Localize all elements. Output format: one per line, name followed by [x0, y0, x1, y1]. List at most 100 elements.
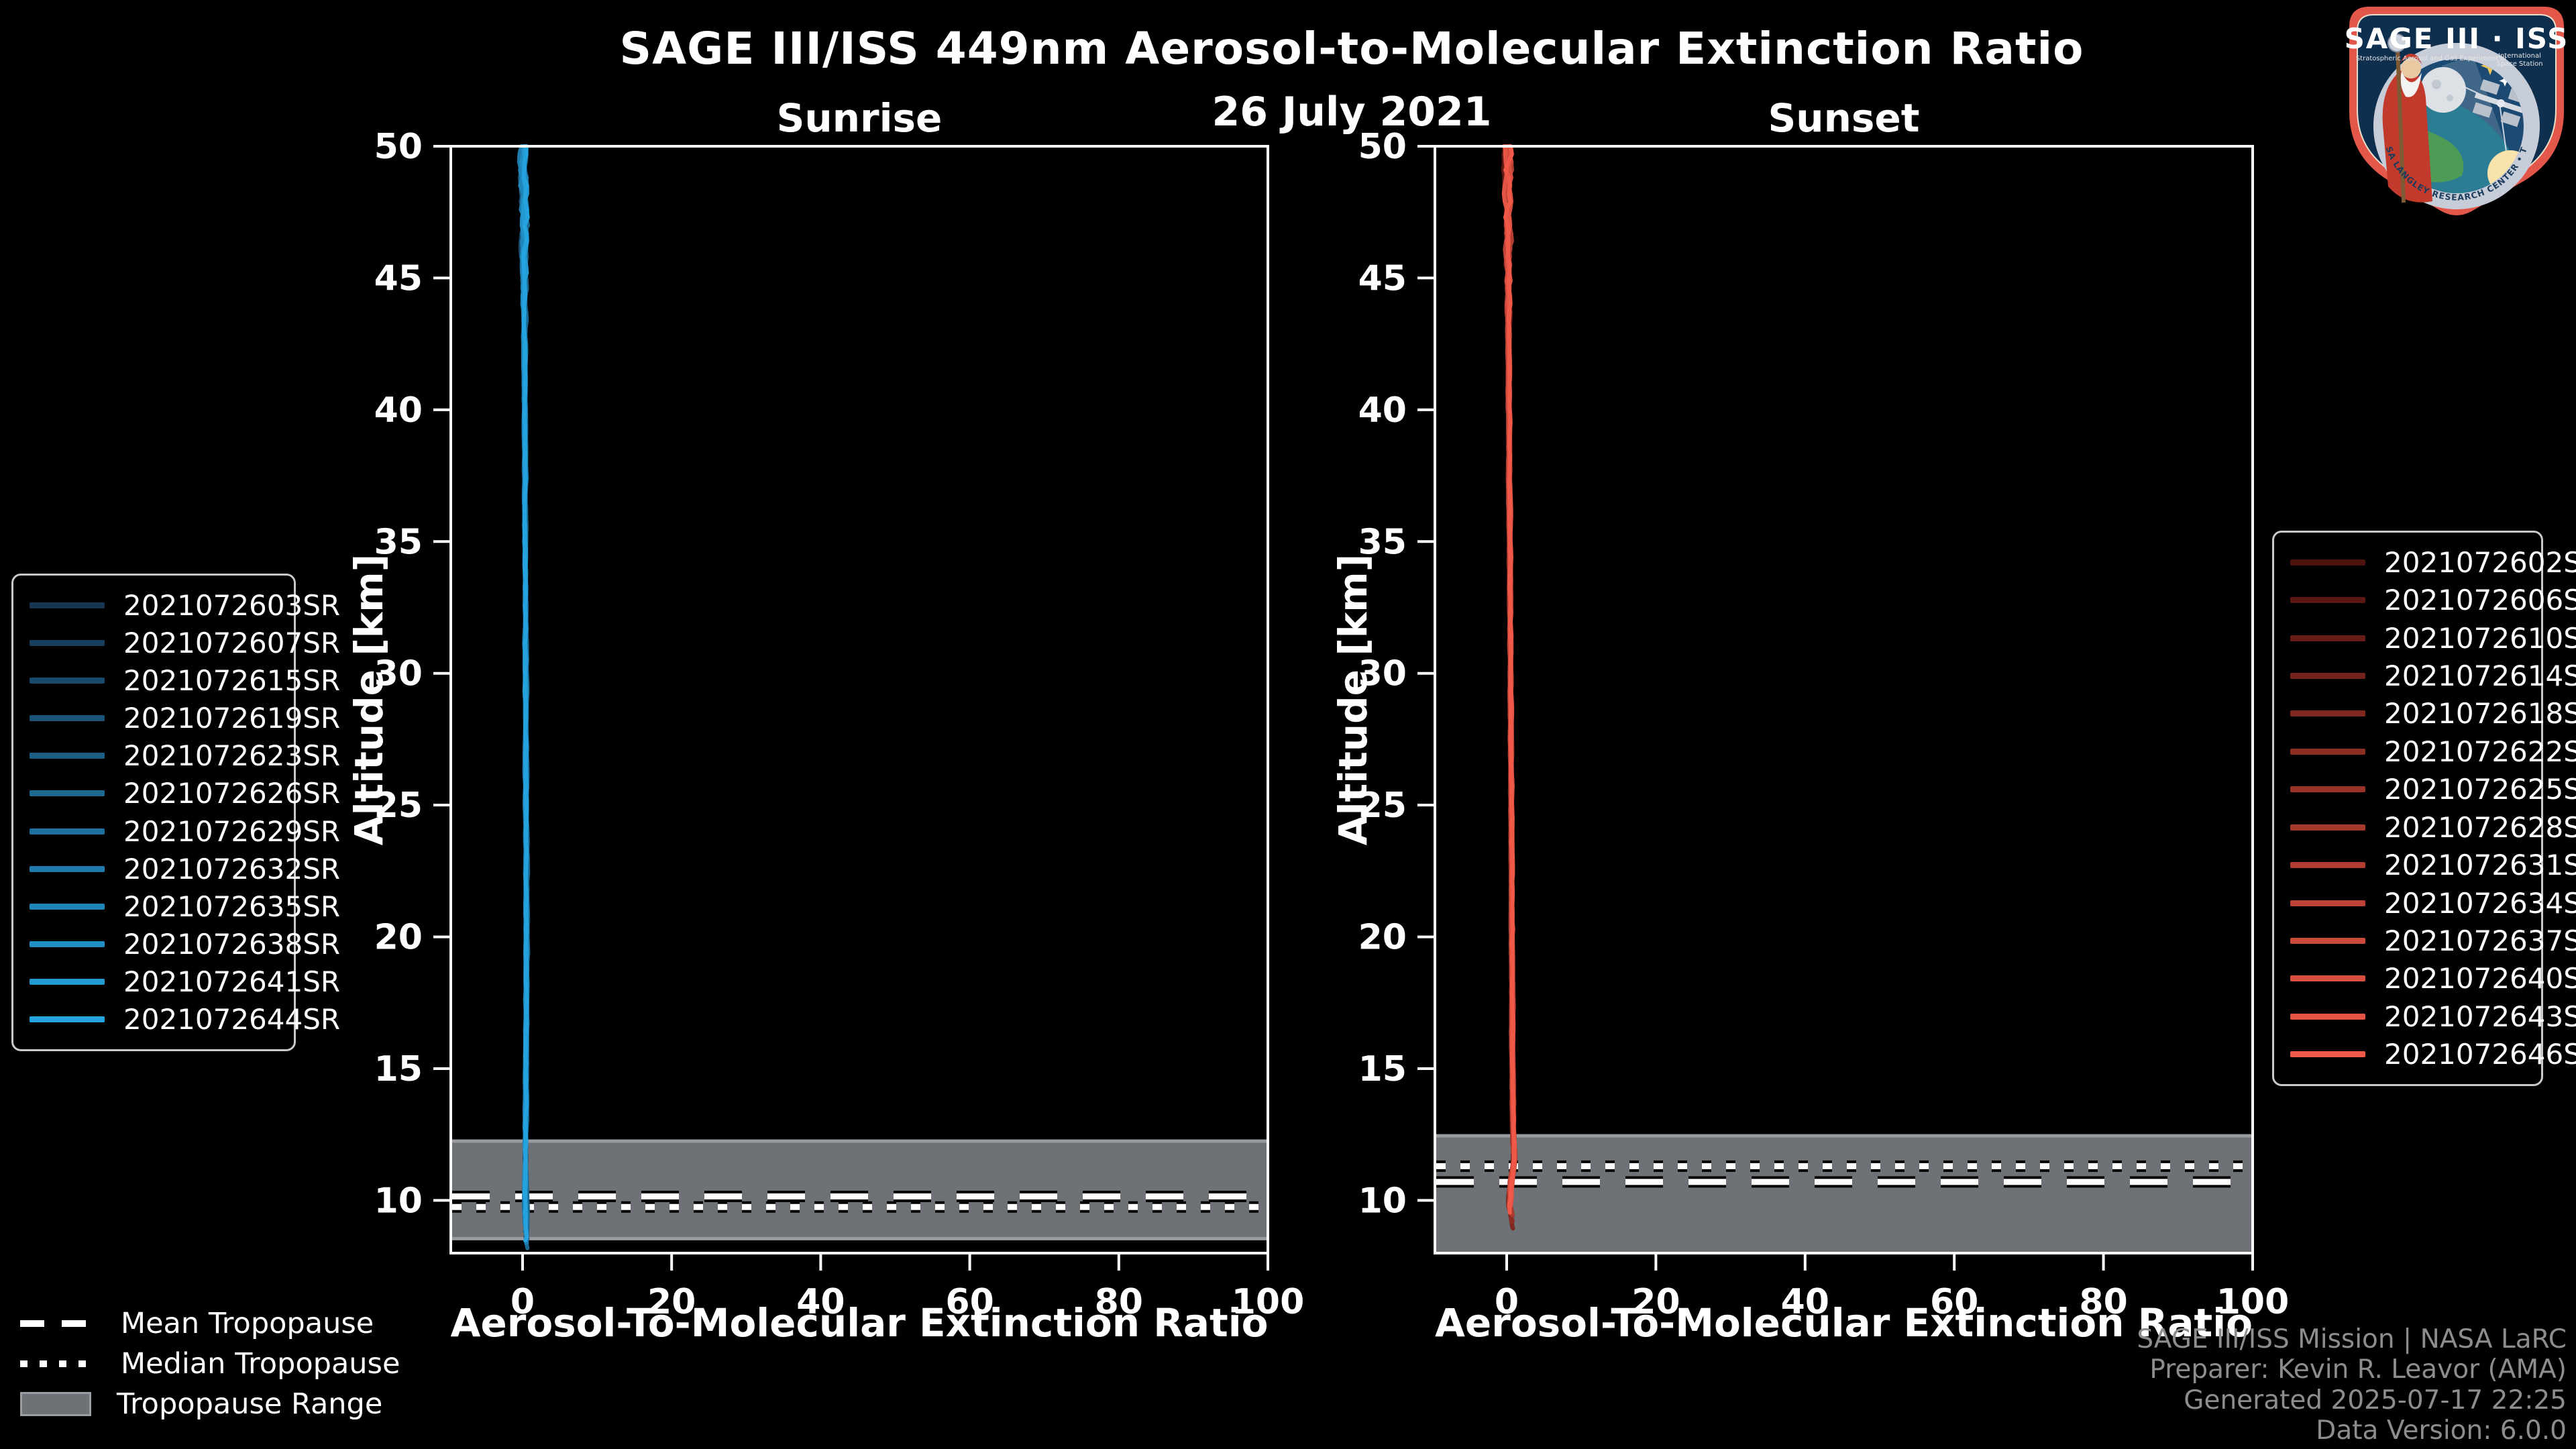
- legend-line-swatch: [30, 715, 105, 722]
- staff-orb: [2387, 34, 2406, 52]
- staff: [2396, 48, 2406, 203]
- legend-item: 2021072632SR: [30, 853, 340, 885]
- median-tropopause-legend-item: Median Tropopause: [20, 1347, 400, 1381]
- legend-item: 2021072637SS: [2290, 924, 2576, 957]
- legend-item: 2021072646SS: [2290, 1038, 2576, 1071]
- x-tick-label: 80: [1095, 1282, 1143, 1322]
- legend-event-label: 2021072614SS: [2384, 659, 2576, 692]
- legend-item: 2021072622SS: [2290, 735, 2576, 768]
- legend-line-swatch: [30, 979, 105, 985]
- sunrise-xaxis-label: Aerosol-To-Molecular Extinction Ratio: [450, 1300, 1269, 1346]
- legend-line-swatch: [2290, 1051, 2365, 1058]
- robed-figure: [2382, 34, 2432, 203]
- dotted-line-swatch: [20, 1360, 95, 1367]
- y-tick-label: 15: [374, 1049, 423, 1089]
- y-tick-label: 50: [374, 127, 423, 167]
- sunset-legend: 2021072602SS 2021072606SS 2021072610SS 2021…: [2272, 531, 2576, 1086]
- sunset-curve: [1503, 144, 1517, 1215]
- legend-item: 2021072606SS: [2290, 584, 2576, 616]
- tropopause-range-band: [452, 1141, 1267, 1239]
- legend-event-label: 2021072635SR: [123, 890, 341, 923]
- legend-item: 2021072602SS: [2290, 546, 2576, 579]
- legend-event-label: 2021072637SS: [2384, 924, 2576, 957]
- legend-item: 2021072625SS: [2290, 773, 2576, 806]
- legend-event-label: 2021072626SR: [123, 777, 341, 810]
- star-small: [2499, 75, 2511, 87]
- legend-event-label: 2021072622SS: [2384, 735, 2576, 768]
- sunrise-plot: 10 15 20 25 30 35 40 45 50 0 20 40 60 80 100: [374, 127, 1305, 1322]
- x-tick-label: 40: [796, 1282, 845, 1322]
- sage-iii-iss-mission-patch: SAGE III · ISS Stratospheric Aerosol and…: [2341, 4, 2567, 215]
- page-title: SAGE III/ISS 449nm Aerosol-to-Molecular …: [619, 23, 2084, 74]
- sunrise-yaxis-label: Altitude [km]: [346, 553, 392, 846]
- legend-event-label: 2021072603SR: [123, 588, 341, 622]
- legend-event-label: 2021072641SR: [123, 965, 341, 999]
- legend-line-swatch: [2290, 937, 2365, 944]
- sunset-plot: 10 15 20 25 30 35 40 45 50 0 20 40 60 80 100: [1358, 127, 2290, 1322]
- legend-event-label: 2021072631SS: [2384, 849, 2576, 882]
- tropopause-range-band: [1436, 1136, 2251, 1252]
- y-tick-label: 20: [374, 918, 423, 958]
- iss: [2472, 79, 2524, 127]
- legend-event-label: 2021072610SS: [2384, 621, 2576, 655]
- x-tick-label: 60: [945, 1282, 994, 1322]
- legend-event-label: 2021072629SR: [123, 814, 341, 848]
- legend-line-swatch: [2290, 824, 2365, 830]
- legend-line-swatch: [2290, 710, 2365, 717]
- moon-crater: [2447, 95, 2453, 101]
- legend-item: 2021072635SR: [30, 890, 340, 923]
- legend-line-swatch: [2290, 597, 2365, 604]
- y-tick-label: 45: [374, 258, 423, 299]
- median-tropopause-label: Median Tropopause: [121, 1347, 400, 1381]
- legend-event-label: 2021072640SS: [2384, 962, 2576, 996]
- legend-line-swatch: [30, 602, 105, 608]
- legend-event-label: 2021072625SS: [2384, 773, 2576, 806]
- generated-timestamp: Generated 2025-07-17 22:25: [2184, 1385, 2567, 1415]
- y-tick-label: 30: [374, 654, 423, 694]
- legend-line-swatch: [2290, 862, 2365, 869]
- legend-item: 2021072628SS: [2290, 811, 2576, 844]
- y-tick-label: 15: [1358, 1049, 1407, 1089]
- legend-event-label: 2021072607SR: [123, 626, 341, 659]
- legend-line-swatch: [30, 941, 105, 947]
- legend-item: 2021072610SS: [2290, 622, 2576, 655]
- legend-item: 2021072641SR: [30, 965, 340, 998]
- legend-item: 2021072603SR: [30, 589, 340, 622]
- sunrise-legend: 2021072603SR 2021072607SR 2021072615SR 2021…: [11, 574, 340, 1051]
- legend-item: 2021072638SR: [30, 928, 340, 961]
- y-tick-label: 20: [1358, 918, 1407, 958]
- earth: [2390, 98, 2522, 193]
- figure-beard: [2400, 71, 2422, 97]
- legend-item: 2021072631SS: [2290, 849, 2576, 881]
- y-tick-label: 40: [374, 390, 423, 431]
- legend-item: 2021072615SR: [30, 664, 340, 697]
- legend-event-label: 2021072619SR: [123, 702, 341, 735]
- legend-event-label: 2021072644SR: [123, 1003, 341, 1036]
- patch-subtitle-left: Stratospheric Aerosol and Gas Experiment…: [2356, 55, 2506, 62]
- dashed-line-swatch: [20, 1320, 95, 1327]
- legend-item: 2021072634SS: [2290, 887, 2576, 920]
- legend-line-swatch: [30, 1016, 105, 1023]
- legend-line-swatch: [2290, 635, 2365, 641]
- moon-crater: [2432, 80, 2441, 89]
- legend-line-swatch: [30, 790, 105, 797]
- x-tick-label: 100: [2216, 1282, 2290, 1322]
- y-tick-label: 25: [1358, 786, 1407, 826]
- legend-line-swatch: [2290, 900, 2365, 906]
- legend-line-swatch: [2290, 975, 2365, 982]
- x-tick-label: 80: [2079, 1282, 2127, 1322]
- figure-head: [2401, 58, 2421, 78]
- y-tick-label: 10: [374, 1181, 423, 1221]
- moon: [2420, 67, 2466, 113]
- tropopause-range-legend-item: Tropopause Range: [20, 1387, 400, 1421]
- legend-item: 2021072607SR: [30, 627, 340, 659]
- legend-event-label: 2021072606SS: [2384, 584, 2576, 617]
- legend-item: 2021072640SS: [2290, 962, 2576, 995]
- legend-line-swatch: [30, 677, 105, 684]
- legend-item: 2021072623SR: [30, 739, 340, 772]
- legend-line-swatch: [2290, 748, 2365, 755]
- x-tick-label: 20: [647, 1282, 696, 1322]
- legend-event-label: 2021072628SS: [2384, 810, 2576, 844]
- y-tick-label: 35: [374, 522, 423, 562]
